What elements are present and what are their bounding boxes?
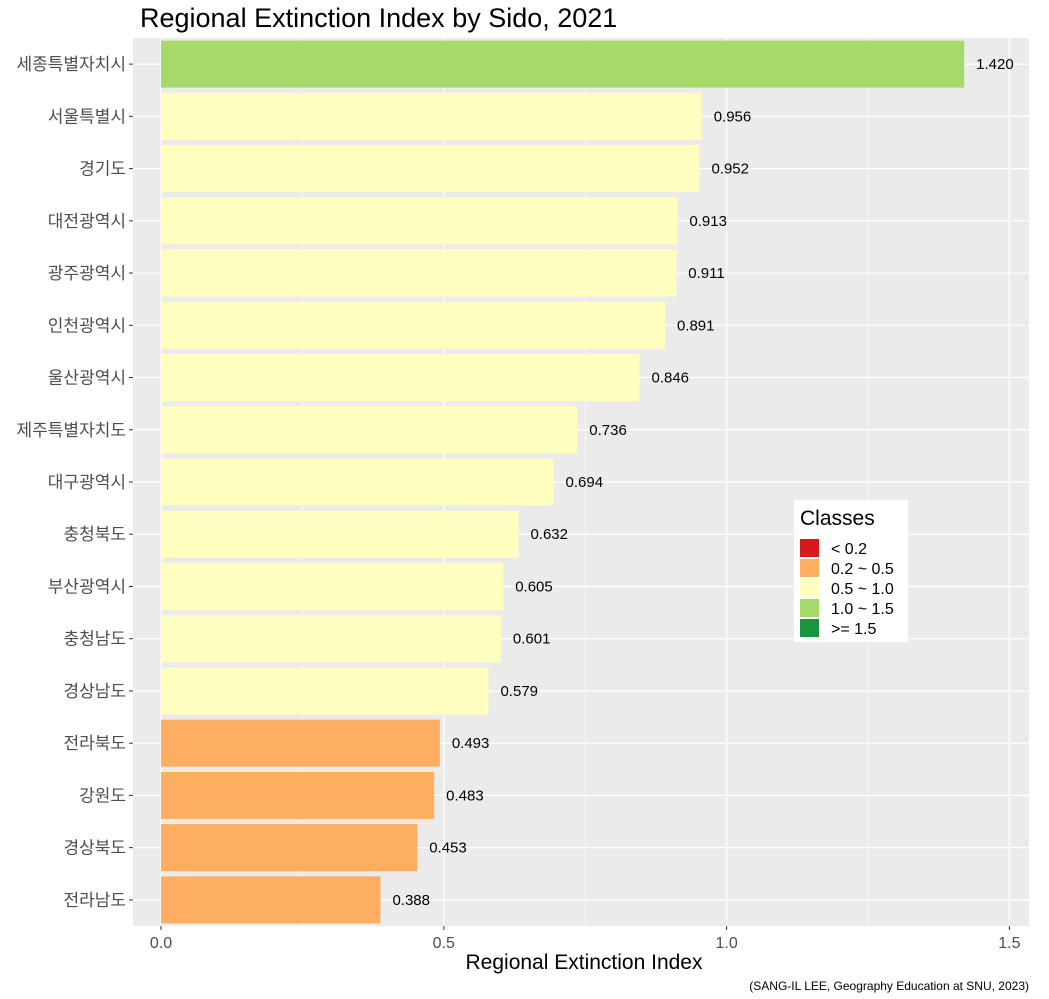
bar: [161, 354, 640, 402]
y-tick-label: 제주특별자치도: [17, 421, 126, 441]
x-tick-label: 0.5: [433, 935, 455, 952]
x-axis-title: Regional Extinction Index: [466, 951, 703, 974]
data-label: 0.952: [711, 161, 749, 178]
y-tick-label: 전라남도: [63, 891, 126, 911]
legend-label: 0.2 ~ 0.5: [831, 561, 894, 578]
data-label: 0.694: [566, 474, 604, 491]
bar: [161, 406, 578, 454]
y-tick-label: 부산광역시: [48, 577, 126, 597]
bar: [161, 301, 665, 349]
legend-label: < 0.2: [831, 541, 867, 558]
legend-label: 1.0 ~ 1.5: [831, 601, 894, 618]
bar: [161, 771, 435, 819]
y-tick-label: 강원도: [79, 786, 126, 806]
bar: [161, 824, 418, 872]
data-label: 0.453: [429, 840, 467, 857]
legend-title: Classes: [800, 507, 875, 530]
x-axis: 0.0 0.5 1.0 1.5: [150, 926, 1021, 952]
data-label: 0.493: [452, 735, 490, 752]
legend-label: 0.5 ~ 1.0: [831, 581, 894, 598]
data-label: 0.483: [446, 787, 484, 804]
legend-swatch: [800, 619, 819, 637]
bar: [161, 92, 702, 140]
bar: [161, 510, 519, 558]
x-tick-label: 1.0: [715, 935, 737, 952]
data-label: 0.911: [688, 265, 724, 282]
y-axis: 세종특별자치시서울특별시경기도대전광역시광주광역시인천광역시울산광역시제주특별자…: [17, 55, 133, 911]
legend-swatch: [800, 599, 819, 617]
y-tick-label: 경기도: [79, 160, 126, 180]
bars: [161, 40, 965, 924]
legend-label: >= 1.5: [831, 621, 876, 638]
bar: [161, 876, 381, 924]
bar: [161, 667, 489, 715]
y-tick-label: 서울특별시: [48, 107, 126, 127]
bar: [161, 719, 440, 767]
y-tick-label: 경상북도: [63, 839, 126, 859]
legend-swatch: [800, 559, 819, 577]
bar: [161, 197, 678, 245]
x-tick-label: 1.5: [998, 935, 1020, 952]
legend: Classes < 0.2 0.2 ~ 0.5 0.5 ~ 1.0 1.0 ~ 1.5…: [794, 500, 908, 642]
data-label: 1.420: [976, 56, 1014, 73]
bar: [161, 615, 501, 663]
y-tick-label: 충청남도: [63, 630, 126, 650]
x-tick-label: 0.0: [150, 935, 172, 952]
data-label: 0.388: [392, 892, 430, 909]
bar: [161, 458, 554, 506]
y-tick-label: 충청북도: [63, 525, 126, 545]
legend-swatch: [800, 579, 819, 597]
data-label: 0.632: [530, 526, 568, 543]
data-label: 0.956: [714, 108, 752, 125]
value-labels: 1.420 0.956 0.952 0.913 0.911 0.891 0.846 0.736…: [392, 56, 1013, 909]
y-tick-label: 전라북도: [63, 734, 126, 754]
chart-caption: (SANG-IL LEE, Geography Education at SNU…: [749, 979, 1029, 993]
y-tick-label: 광주광역시: [48, 264, 126, 284]
data-label: 0.913: [689, 213, 727, 230]
bar: [161, 249, 677, 297]
bar: [161, 40, 965, 88]
bar: [161, 562, 504, 610]
y-tick-label: 경상남도: [63, 682, 126, 702]
data-label: 0.736: [589, 422, 627, 439]
legend-swatch: [800, 539, 819, 557]
data-label: 0.579: [500, 683, 538, 700]
chart-title: Regional Extinction Index by Sido, 2021: [140, 3, 617, 33]
data-label: 0.846: [651, 370, 689, 387]
y-tick-label: 대전광역시: [48, 212, 126, 232]
data-label: 0.601: [513, 631, 551, 648]
y-tick-label: 인천광역시: [48, 316, 126, 336]
y-tick-label: 울산광역시: [48, 369, 126, 389]
bar: [161, 145, 700, 193]
data-label: 0.605: [515, 578, 553, 595]
data-label: 0.891: [677, 317, 715, 334]
y-tick-label: 대구광역시: [48, 473, 126, 493]
legend-items: < 0.2 0.2 ~ 0.5 0.5 ~ 1.0 1.0 ~ 1.5 >= 1.5: [800, 539, 894, 638]
y-tick-label: 세종특별자치시: [17, 55, 126, 75]
